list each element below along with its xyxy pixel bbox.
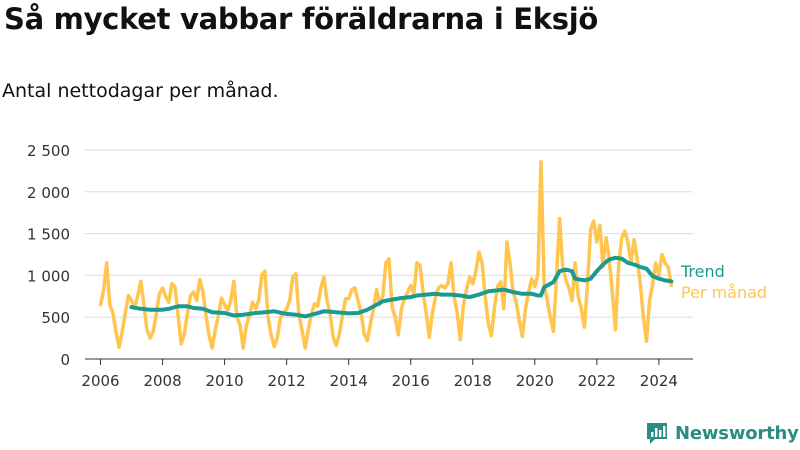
brand-name: Newsworthy (675, 422, 799, 444)
newsworthy-icon (647, 423, 667, 444)
newsworthy-logo[interactable]: Newsworthy (645, 420, 799, 446)
chart-title: Så mycket vabbar föräldrarna i Eksjö (4, 2, 599, 36)
y-tick-label: 2 000 (27, 184, 70, 202)
y-tick-label: 500 (41, 309, 70, 327)
x-tick-label: 2014 (330, 372, 368, 390)
series-line-monthly (98, 159, 674, 350)
y-tick-label: 2 500 (27, 142, 70, 160)
legend: Trend Per månad (680, 262, 767, 302)
legend-label-trend: Trend (680, 262, 725, 281)
chart-subtitle: Antal nettodagar per månad. (2, 80, 279, 102)
x-tick-label: 2010 (205, 372, 243, 390)
y-tick-label: 0 (60, 351, 70, 369)
series-line-trend (129, 255, 674, 319)
x-tick-label: 2022 (578, 372, 616, 390)
x-tick-label: 2016 (392, 372, 430, 390)
series-lines (98, 159, 674, 350)
x-tick-label: 2018 (454, 372, 492, 390)
legend-label-monthly: Per månad (681, 283, 767, 302)
x-tick-label: 2012 (268, 372, 306, 390)
x-tick-label: 2008 (143, 372, 181, 390)
x-tick-label: 2006 (81, 372, 119, 390)
y-tick-label: 1 500 (27, 226, 70, 244)
x-tick-label: 2020 (516, 372, 554, 390)
x-axis: 2006 2008 2010 2012 2014 2016 2018 2020 2022 2024 (81, 358, 693, 390)
x-tick-label: 2024 (640, 372, 678, 390)
y-axis: 0 500 1 000 1 500 2 000 2 500 (27, 142, 70, 369)
y-tick-label: 1 000 (27, 267, 70, 285)
